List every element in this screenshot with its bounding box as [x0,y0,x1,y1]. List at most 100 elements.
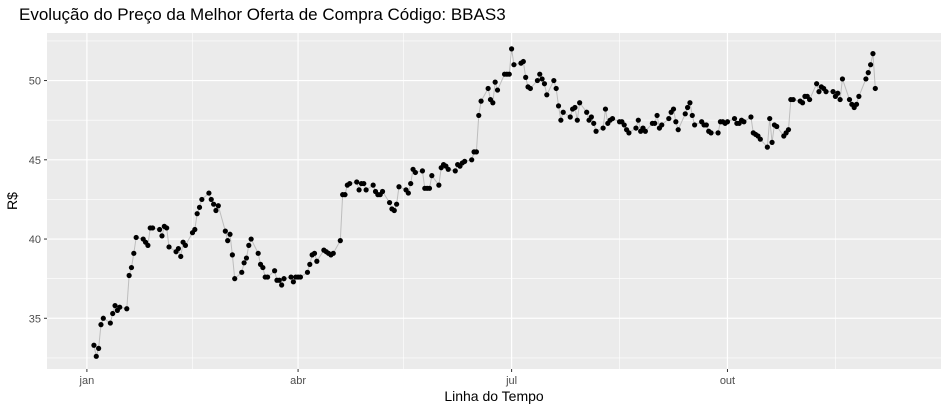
data-point [715,130,721,136]
data-point [211,201,217,207]
data-point [537,71,543,77]
data-point [347,180,353,187]
data-point [208,196,214,203]
data-point [799,100,806,106]
data-point [846,96,853,103]
y-tick-label: 50 [29,76,41,88]
data-point [555,103,562,109]
chart-title: Evolução do Preço da Melhor Oferta de Co… [19,5,506,24]
data-point [478,98,484,104]
data-point [290,279,296,285]
data-point [790,96,796,103]
data-point [588,114,594,120]
data-point [689,112,695,119]
data-point [248,236,254,242]
data-point [131,250,137,256]
data-point [511,62,517,68]
data-point [816,89,822,95]
series-points [91,46,878,359]
data-point [523,74,529,80]
data-point [215,203,221,209]
data-point [199,196,205,203]
data-point [703,122,709,128]
data-point [192,226,198,233]
data-point [767,115,773,122]
data-point [272,268,278,274]
data-point [675,127,681,133]
data-point [652,120,658,126]
data-point [297,274,304,280]
data-point [633,125,639,131]
data-point [408,180,414,187]
data-point [126,272,132,279]
data-point [490,100,496,106]
data-point [429,173,435,179]
data-point [572,104,578,111]
data-point [149,225,156,231]
data-point [757,136,763,142]
data-point [288,274,294,280]
data-point [814,81,820,87]
data-point [412,169,418,176]
data-point [544,92,550,98]
data-point [520,58,526,65]
data-point [863,76,869,82]
data-point [426,185,433,191]
data-point [539,76,545,82]
data-point [166,244,172,250]
data-point [96,345,102,351]
data-point [394,201,400,207]
data-point [157,226,163,233]
data-point [469,157,475,163]
data-point [785,127,792,133]
data-point [741,119,747,125]
data-point [182,242,189,248]
data-point [145,242,151,248]
data-point [769,139,775,145]
data-point [356,187,362,193]
grid-minor [47,33,941,369]
data-point [835,90,841,96]
data-point [314,258,320,264]
data-point [708,130,714,136]
data-point [112,303,118,309]
data-point [264,274,271,280]
data-point [110,310,116,317]
data-point [856,93,862,99]
data-point [337,238,343,244]
data-point [868,62,874,68]
data-point [107,320,113,326]
data-point [684,104,691,111]
data-point [473,149,479,155]
data-point [276,277,282,283]
data-point [509,46,515,52]
data-point [551,77,557,84]
data-point [731,115,738,122]
data-point [178,253,184,260]
data-point [194,211,200,217]
data-point [311,250,318,256]
data-point [307,261,313,267]
data-point [823,89,829,95]
data-point [419,168,426,174]
data-point [260,264,266,271]
data-point [853,101,860,107]
data-point [602,106,609,112]
data-point [476,112,482,119]
data-point [807,96,813,103]
x-axis-title: Linha do Tempo [444,388,544,404]
data-point [229,252,235,258]
data-point [830,89,836,95]
data-point [239,269,245,275]
data-point [386,199,393,206]
data-point [243,255,250,261]
y-tick-label: 40 [29,234,41,246]
y-tick-label: 35 [29,313,41,325]
data-point [330,250,336,256]
data-point [452,168,458,174]
data-point [363,187,369,193]
data-point [673,119,679,125]
data-point [255,250,261,256]
data-point [227,231,233,237]
